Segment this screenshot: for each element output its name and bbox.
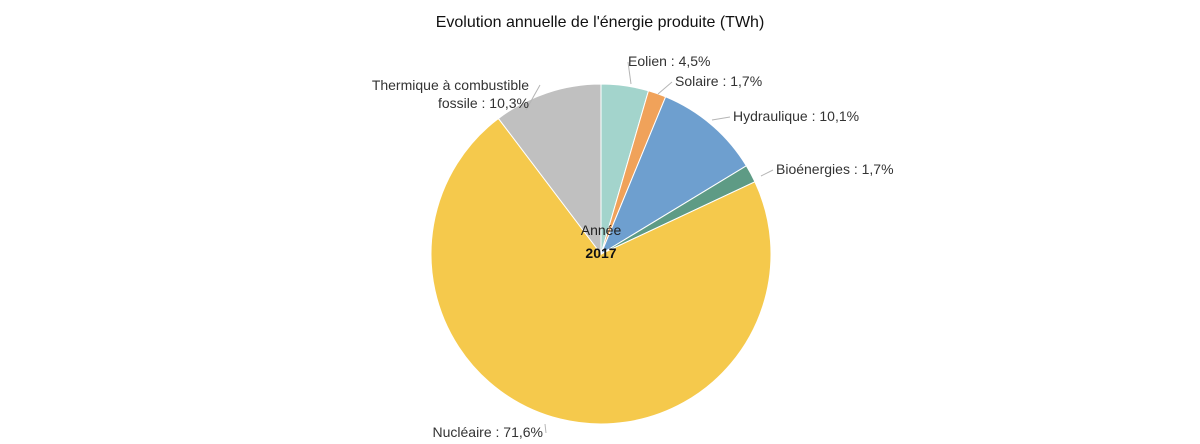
chart-title: Evolution annuelle de l'énergie produite… [435, 14, 765, 31]
slice-label: Hydraulique : 10,1% [733, 108, 859, 124]
leader-line [627, 61, 632, 85]
slice-labels: Eolien : 4,5% Solaire : 1,7% Hydraulique :… [372, 53, 894, 440]
leader-lines [525, 61, 774, 434]
pie-slice-thermique-combustible-fossile [497, 83, 602, 256]
pie-slice-nucl-aire [430, 117, 772, 425]
slice-label: Eolien : 4,5% [628, 53, 711, 69]
leader-line [525, 84, 541, 111]
leader-line [711, 116, 731, 121]
center-label: Année 2017 [581, 222, 622, 261]
center-year-value: 2017 [585, 245, 616, 261]
center-year-label: Année [581, 222, 622, 238]
leader-line [544, 423, 547, 434]
leader-line [657, 81, 673, 95]
pie-slices [430, 83, 772, 425]
leader-line [760, 169, 774, 177]
slice-label: Thermique à combustible fossile : 10,3% [372, 77, 529, 111]
pie-slice-hydraulique [599, 96, 748, 256]
slice-label: Solaire : 1,7% [675, 73, 762, 89]
slice-label: Nucléaire : 71,6% [432, 424, 543, 440]
slice-label: Bioénergies : 1,7% [776, 161, 894, 177]
